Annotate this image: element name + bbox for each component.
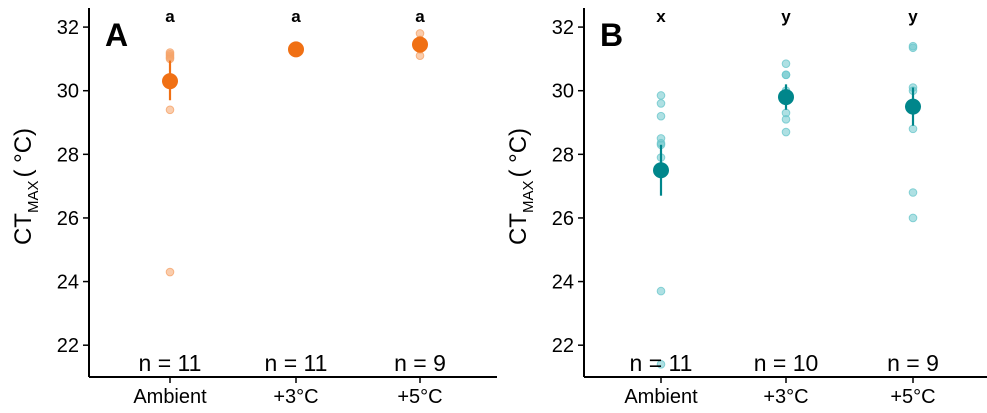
y-tick-label: 28: [57, 144, 79, 166]
raw-point: [781, 127, 791, 137]
sample-size-label: n = 11: [630, 350, 693, 376]
y-tick-label: 32: [552, 17, 574, 39]
panel-label: A: [105, 17, 128, 53]
mean-point: [778, 89, 794, 106]
sample-size-label: n = 10: [754, 350, 819, 376]
raw-point: [165, 267, 175, 277]
raw-point: [165, 105, 175, 115]
raw-point: [415, 51, 425, 61]
mean-point: [162, 73, 178, 90]
raw-point: [781, 59, 791, 68]
y-tick-label: 22: [552, 335, 574, 357]
y-axis-title: CTMAX( °C): [505, 128, 537, 245]
y-tick-label: 24: [57, 272, 79, 294]
y-tick-label: 22: [57, 335, 79, 357]
panel-B: 22 24 26 28 30 32 Ambient +3°C +5°C CTMAX( °C) Bx n…: [505, 7, 987, 408]
x-tick-label: +3°C: [273, 386, 318, 408]
mean-point: [653, 162, 669, 179]
mean-point: [412, 36, 428, 53]
panel-A: 22 24 26 28 30 32 Ambient +3°C +5°C CTMAX( °C) Aa n…: [10, 7, 497, 408]
x-tick-label: Ambient: [133, 386, 207, 408]
y-axis-title: CTMAX( °C): [10, 128, 42, 245]
y-tick-label: 24: [552, 272, 574, 294]
raw-point: [656, 111, 666, 121]
raw-point: [908, 188, 918, 197]
x-tick-label: Ambient: [624, 386, 698, 408]
significance-letter: a: [291, 7, 301, 26]
significance-letter: a: [165, 7, 175, 26]
raw-point: [908, 213, 918, 223]
raw-point: [656, 286, 666, 296]
sample-size-label: n = 11: [265, 350, 328, 376]
y-tick-label: 30: [552, 81, 574, 103]
x-tick-label: +5°C: [397, 386, 442, 408]
sample-size-label: n = 9: [394, 350, 446, 376]
y-tick-label: 26: [57, 208, 79, 230]
raw-point: [656, 91, 666, 100]
y-tick-label: 28: [552, 144, 574, 166]
raw-point: [656, 99, 666, 108]
significance-letter: y: [908, 7, 918, 26]
x-tick-label: +3°C: [763, 386, 808, 408]
panel-label: B: [600, 17, 623, 53]
raw-point: [908, 124, 918, 134]
y-tick-label: 32: [57, 17, 79, 39]
mean-point: [288, 41, 304, 58]
sample-size-label: n = 11: [139, 350, 202, 376]
y-tick-label: 30: [57, 81, 79, 103]
raw-point: [781, 70, 791, 80]
significance-letter: a: [415, 7, 425, 26]
significance-letter: x: [656, 7, 666, 26]
x-tick-label: +5°C: [890, 386, 935, 408]
sample-size-label: n = 9: [887, 350, 939, 376]
raw-point: [908, 43, 918, 53]
mean-point: [905, 98, 921, 115]
raw-point: [656, 359, 666, 369]
significance-letter: y: [781, 7, 791, 26]
y-tick-label: 26: [552, 208, 574, 230]
raw-point: [781, 115, 791, 124]
